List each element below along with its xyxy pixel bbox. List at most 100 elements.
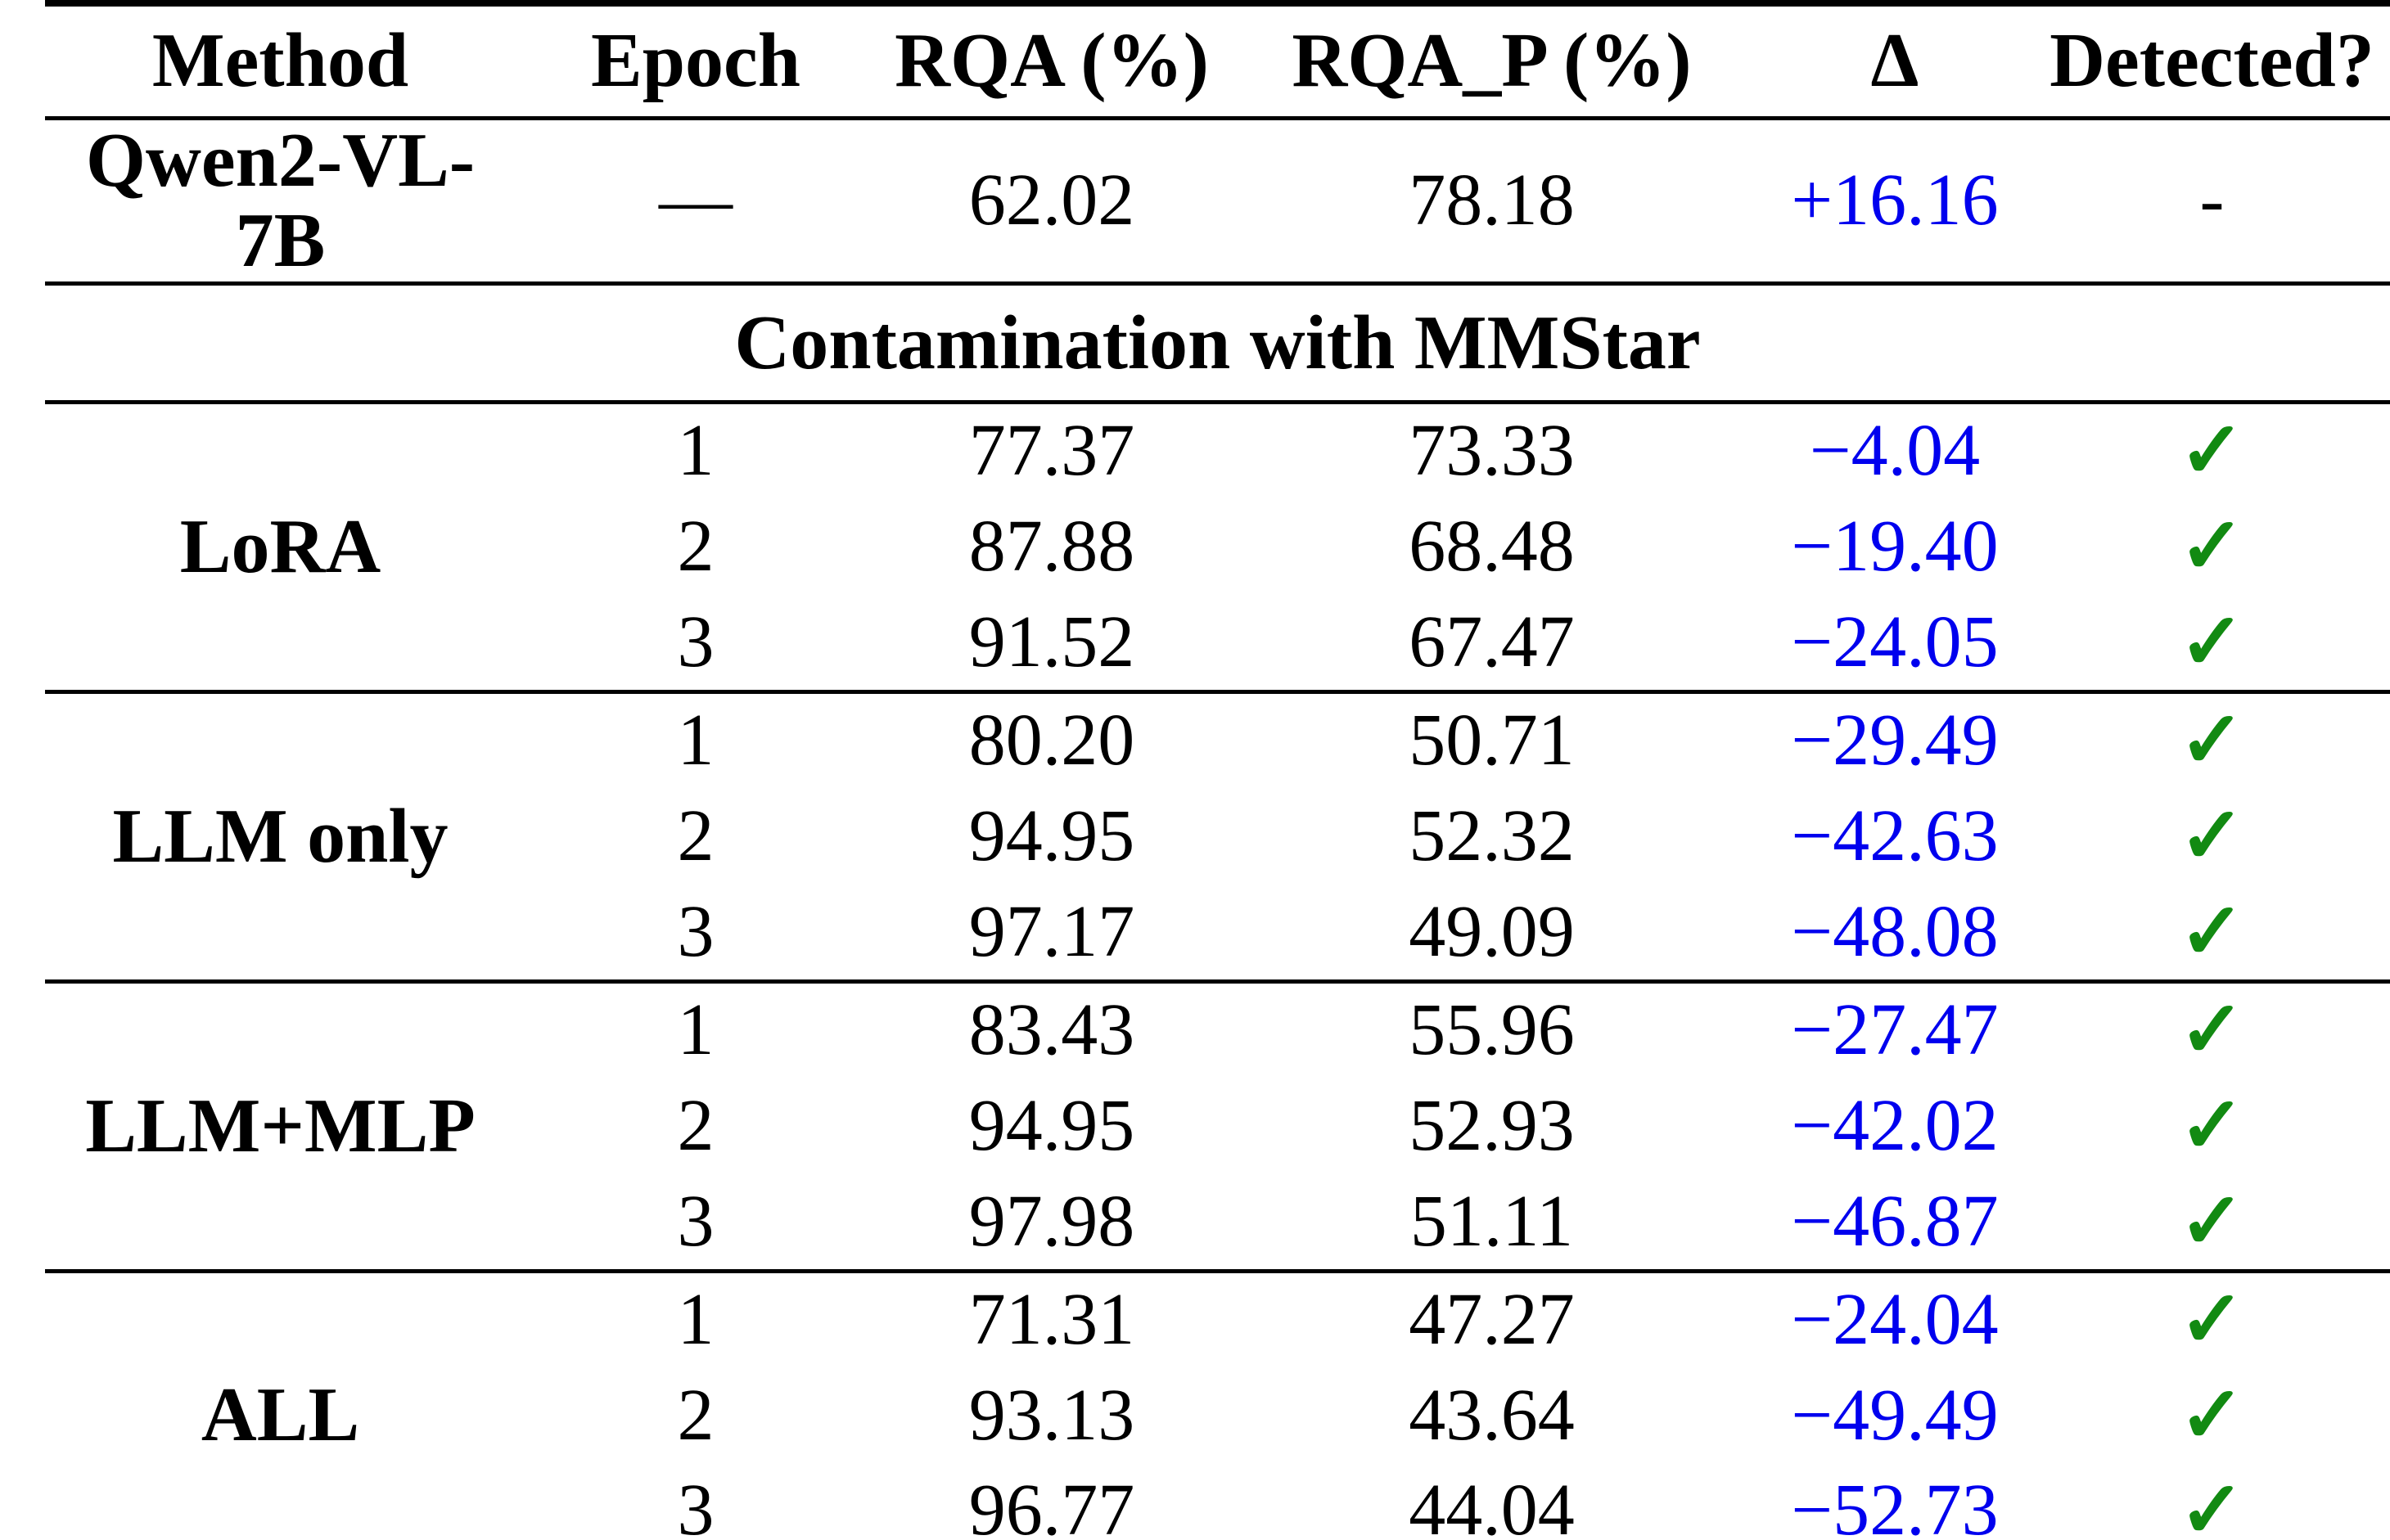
rqa-cell: 80.20: [968, 700, 1135, 781]
rqap-cell: 44.04: [1409, 1470, 1575, 1540]
check-icon: ✓: [2179, 597, 2245, 686]
col-header-method: Method: [45, 3, 516, 120]
check-icon: ✓: [2179, 1177, 2245, 1265]
rqap-cell: 51.11: [1228, 1174, 1756, 1273]
check-icon: ✓: [2179, 407, 2245, 495]
detected-cell: ✓: [2034, 1367, 2390, 1464]
table-row: LLM only 1 80.20 50.71 −29.49 ✓: [45, 691, 2390, 984]
rqap-cell: 73.33: [1409, 410, 1575, 492]
detected-cell: ✓: [2034, 691, 2390, 788]
delta-cell: −27.47: [1791, 989, 1999, 1071]
delta-cell: −46.87: [1756, 1174, 2034, 1273]
col-header-detected: Detected?: [2034, 3, 2390, 120]
method-cell: LLM+MLP: [45, 981, 516, 1273]
rqa-cell: 91.52: [876, 595, 1228, 694]
delta-cell: −29.49: [1791, 700, 1999, 781]
rqa-cell: 93.13: [968, 1375, 1135, 1457]
col-header-delta: Δ: [1756, 3, 2034, 120]
epoch-cell: 2: [677, 795, 715, 877]
col-header-rqap: RQA_P (%): [1228, 3, 1756, 120]
table-row: ALL 1 71.31 47.27 −24.04 ✓: [45, 1271, 2390, 1455]
rqap-cell: 78.18: [1228, 118, 1756, 286]
detected-cell: ✓: [2034, 1464, 2390, 1540]
rqap-cell: 49.09: [1228, 885, 1756, 984]
epoch-cell: 1: [677, 700, 715, 781]
delta-cell: −52.73: [1791, 1470, 1999, 1540]
table-row: LoRA 1 77.37 73.33 −4.04 ✓: [45, 402, 2390, 694]
check-icon: ✓: [2179, 696, 2245, 785]
check-icon: ✓: [2179, 1276, 2245, 1364]
baseline-row: Qwen2-VL-7B — 62.02 78.18 +16.16 -: [45, 118, 2390, 286]
check-icon: ✓: [2179, 986, 2245, 1074]
detected-cell: ✓: [2034, 402, 2390, 498]
detected-cell: ✓: [2034, 981, 2390, 1078]
epoch-cell: 2: [677, 506, 715, 588]
detected-cell: ✓: [2034, 1271, 2390, 1367]
check-icon: ✓: [2179, 1081, 2245, 1169]
epoch-cell: 3: [516, 885, 876, 984]
rqa-cell: 77.37: [968, 410, 1135, 492]
rqap-cell: 47.27: [1409, 1279, 1575, 1361]
rqa-cell: 87.88: [968, 506, 1135, 588]
detected-cell: -: [2034, 118, 2390, 286]
section-header-row: Contamination with MMStar: [45, 283, 2390, 404]
rqa-cell: 71.31: [968, 1279, 1135, 1361]
rqa-cell: 96.77: [968, 1470, 1135, 1540]
table-row: 3 97.98 51.11 −46.87 ✓: [45, 1174, 2390, 1273]
detected-cell: ✓: [2034, 498, 2390, 595]
delta-cell: −24.04: [1791, 1279, 1999, 1361]
rqa-cell: 62.02: [876, 118, 1228, 286]
delta-cell: +16.16: [1756, 118, 2034, 286]
delta-cell: −24.05: [1756, 595, 2034, 694]
section-header-label: Contamination with MMStar: [45, 283, 2390, 404]
table-row: 3 91.52 67.47 −24.05 ✓: [45, 595, 2390, 694]
epoch-cell: 3: [516, 1174, 876, 1273]
table-row: 3 96.77 44.04 −52.73 ✓: [45, 1464, 2390, 1540]
col-header-rqa: RQA (%): [876, 3, 1228, 120]
rqap-cell: 68.48: [1409, 506, 1575, 588]
epoch-cell: 3: [516, 595, 876, 694]
rqap-cell: 50.71: [1409, 700, 1575, 781]
detected-cell: ✓: [2034, 1078, 2390, 1174]
table-row: 2 94.95 52.32 −42.63 ✓: [45, 788, 2390, 885]
delta-cell: −42.02: [1791, 1085, 1999, 1167]
rqa-cell: 94.95: [968, 1085, 1135, 1167]
rqa-cell: 97.98: [876, 1174, 1228, 1273]
delta-cell: −19.40: [1791, 506, 1999, 588]
detected-cell: ✓: [2034, 1174, 2390, 1273]
contamination-results-table: Method Epoch RQA (%) RQA_P (%) Δ Detecte…: [45, 0, 2390, 1540]
detected-cell: ✓: [2034, 788, 2390, 885]
delta-cell: −4.04: [1809, 410, 1981, 492]
epoch-cell: 2: [677, 1375, 715, 1457]
method-cell: LoRA: [45, 402, 516, 694]
rqa-cell: 83.43: [968, 989, 1135, 1071]
col-header-epoch: Epoch: [516, 3, 876, 120]
epoch-cell: 3: [677, 1470, 715, 1540]
rqap-cell: 55.96: [1409, 989, 1575, 1071]
method-cell: Qwen2-VL-7B: [45, 118, 516, 286]
check-icon: ✓: [2179, 791, 2245, 880]
rqa-cell: 94.95: [968, 795, 1135, 877]
epoch-cell: 2: [677, 1085, 715, 1167]
table-row: 3 97.17 49.09 −48.08 ✓: [45, 885, 2390, 984]
rqap-cell: 43.64: [1409, 1375, 1575, 1457]
check-icon: ✓: [2179, 502, 2245, 590]
epoch-cell: 1: [677, 989, 715, 1071]
rqa-cell: 97.17: [876, 885, 1228, 984]
epoch-cell: 1: [677, 1279, 715, 1361]
check-icon: ✓: [2179, 1371, 2245, 1459]
rqap-cell: 67.47: [1228, 595, 1756, 694]
rqap-cell: 52.32: [1409, 795, 1575, 877]
method-cell: ALL: [201, 1372, 360, 1458]
delta-cell: −42.63: [1791, 795, 1999, 877]
header-row: Method Epoch RQA (%) RQA_P (%) Δ Detecte…: [45, 3, 2390, 120]
table-row: 2 87.88 68.48 −19.40 ✓: [45, 498, 2390, 595]
table-row: 2 93.13 43.64 −49.49 ✓: [45, 1367, 2390, 1464]
table-row: LLM+MLP 1 83.43 55.96 −27.47 ✓: [45, 981, 2390, 1273]
delta-cell: −48.08: [1756, 885, 2034, 984]
table-row: 2 94.95 52.93 −42.02 ✓: [45, 1078, 2390, 1174]
rqap-cell: 52.93: [1409, 1085, 1575, 1167]
check-icon: ✓: [2179, 1466, 2245, 1540]
epoch-cell: 1: [677, 410, 715, 492]
